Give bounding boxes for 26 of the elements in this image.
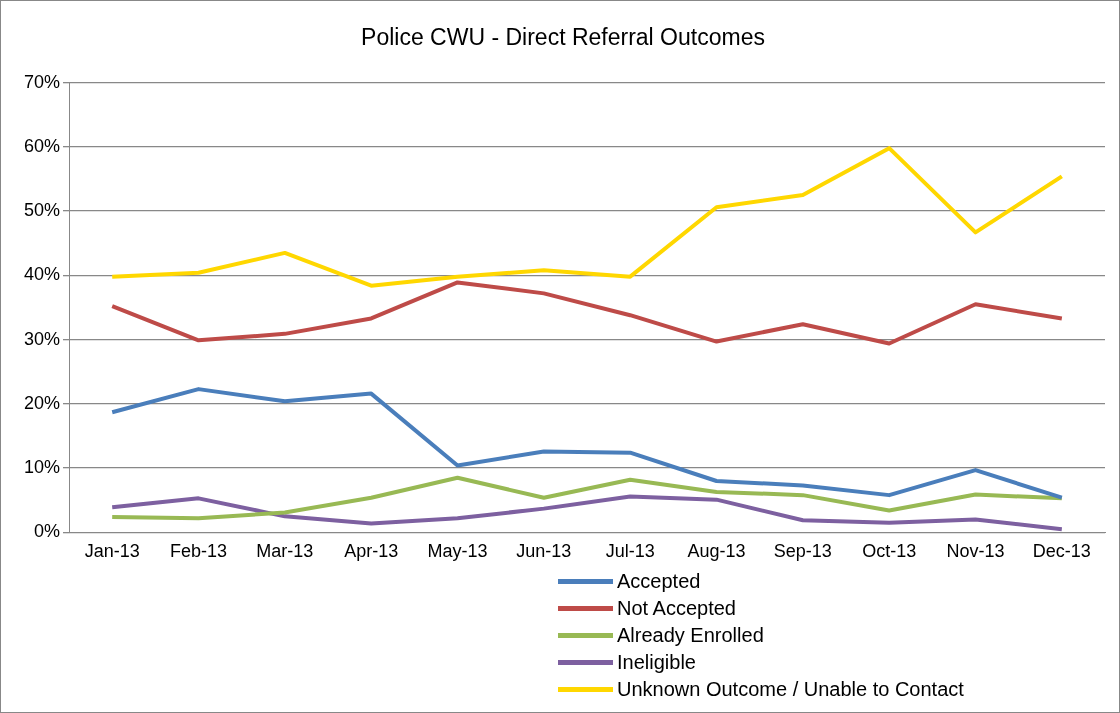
x-tick-label: Dec-13	[1032, 541, 1091, 562]
x-tick-label: Jul-13	[605, 541, 655, 562]
x-tick-label: Mar-13	[256, 541, 314, 562]
legend-label: Ineligible	[617, 650, 696, 675]
x-tick-label: Sep-13	[773, 541, 832, 562]
x-tick-label: Feb-13	[170, 541, 228, 562]
y-tick-label: 10%	[24, 457, 61, 478]
legend-label: Unknown Outcome / Unable to Contact	[617, 677, 964, 702]
y-tick-label: 0%	[34, 521, 61, 542]
x-tick-label: Apr-13	[344, 541, 399, 562]
y-tick-label: 30%	[24, 328, 61, 349]
y-tick-label: 20%	[24, 392, 61, 413]
legend-label: Not Accepted	[617, 596, 736, 621]
x-tick-label: May-13	[427, 541, 488, 562]
x-tick-label: Oct-13	[862, 541, 917, 562]
x-tick-label: Jan-13	[84, 541, 140, 562]
y-tick-label: 60%	[24, 135, 61, 156]
y-tick-label: 40%	[24, 264, 61, 285]
chart-title: Police CWU - Direct Referral Outcomes	[361, 24, 765, 51]
y-tick-label: 70%	[24, 71, 61, 92]
x-tick-label: Nov-13	[946, 541, 1005, 562]
x-tick-label: Aug-13	[687, 541, 746, 562]
y-tick-label: 50%	[24, 200, 61, 221]
x-tick-label: Jun-13	[516, 541, 572, 562]
legend-label: Already Enrolled	[617, 623, 764, 648]
legend-label: Accepted	[617, 569, 701, 594]
